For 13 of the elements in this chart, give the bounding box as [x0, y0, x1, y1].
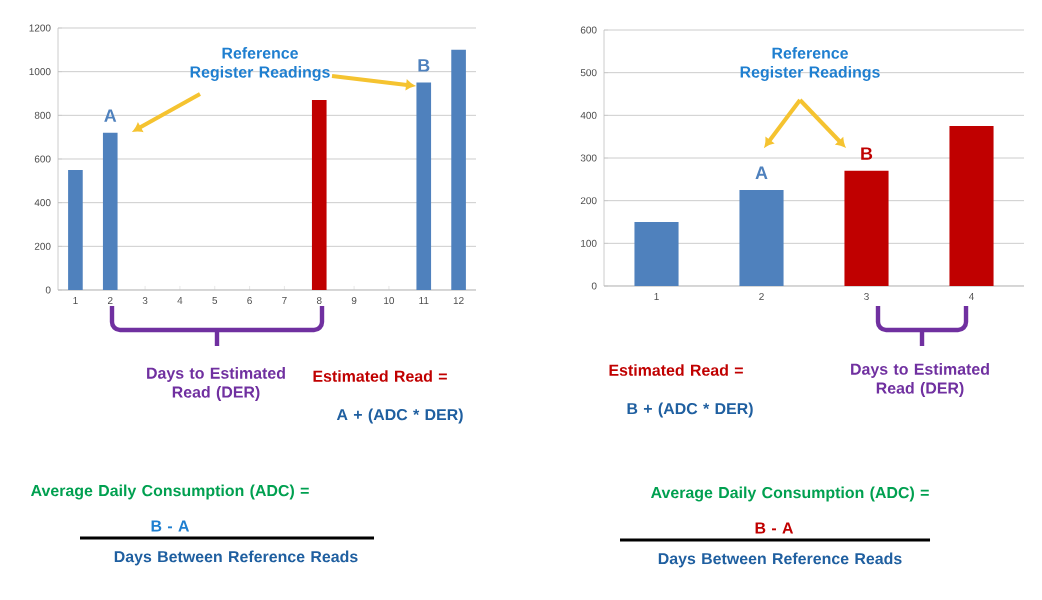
- annotation: B: [418, 59, 430, 72]
- bar: [451, 49, 466, 290]
- bar: [949, 126, 994, 286]
- annotation: B: [861, 147, 873, 160]
- annotation: A: [104, 109, 117, 122]
- annotation: A: [755, 166, 768, 179]
- bar: [844, 170, 889, 286]
- bar: [311, 100, 327, 290]
- bar: [68, 169, 83, 290]
- bar: [102, 132, 118, 290]
- bar: [739, 190, 784, 286]
- bar: [634, 222, 679, 286]
- bar: [416, 82, 432, 290]
